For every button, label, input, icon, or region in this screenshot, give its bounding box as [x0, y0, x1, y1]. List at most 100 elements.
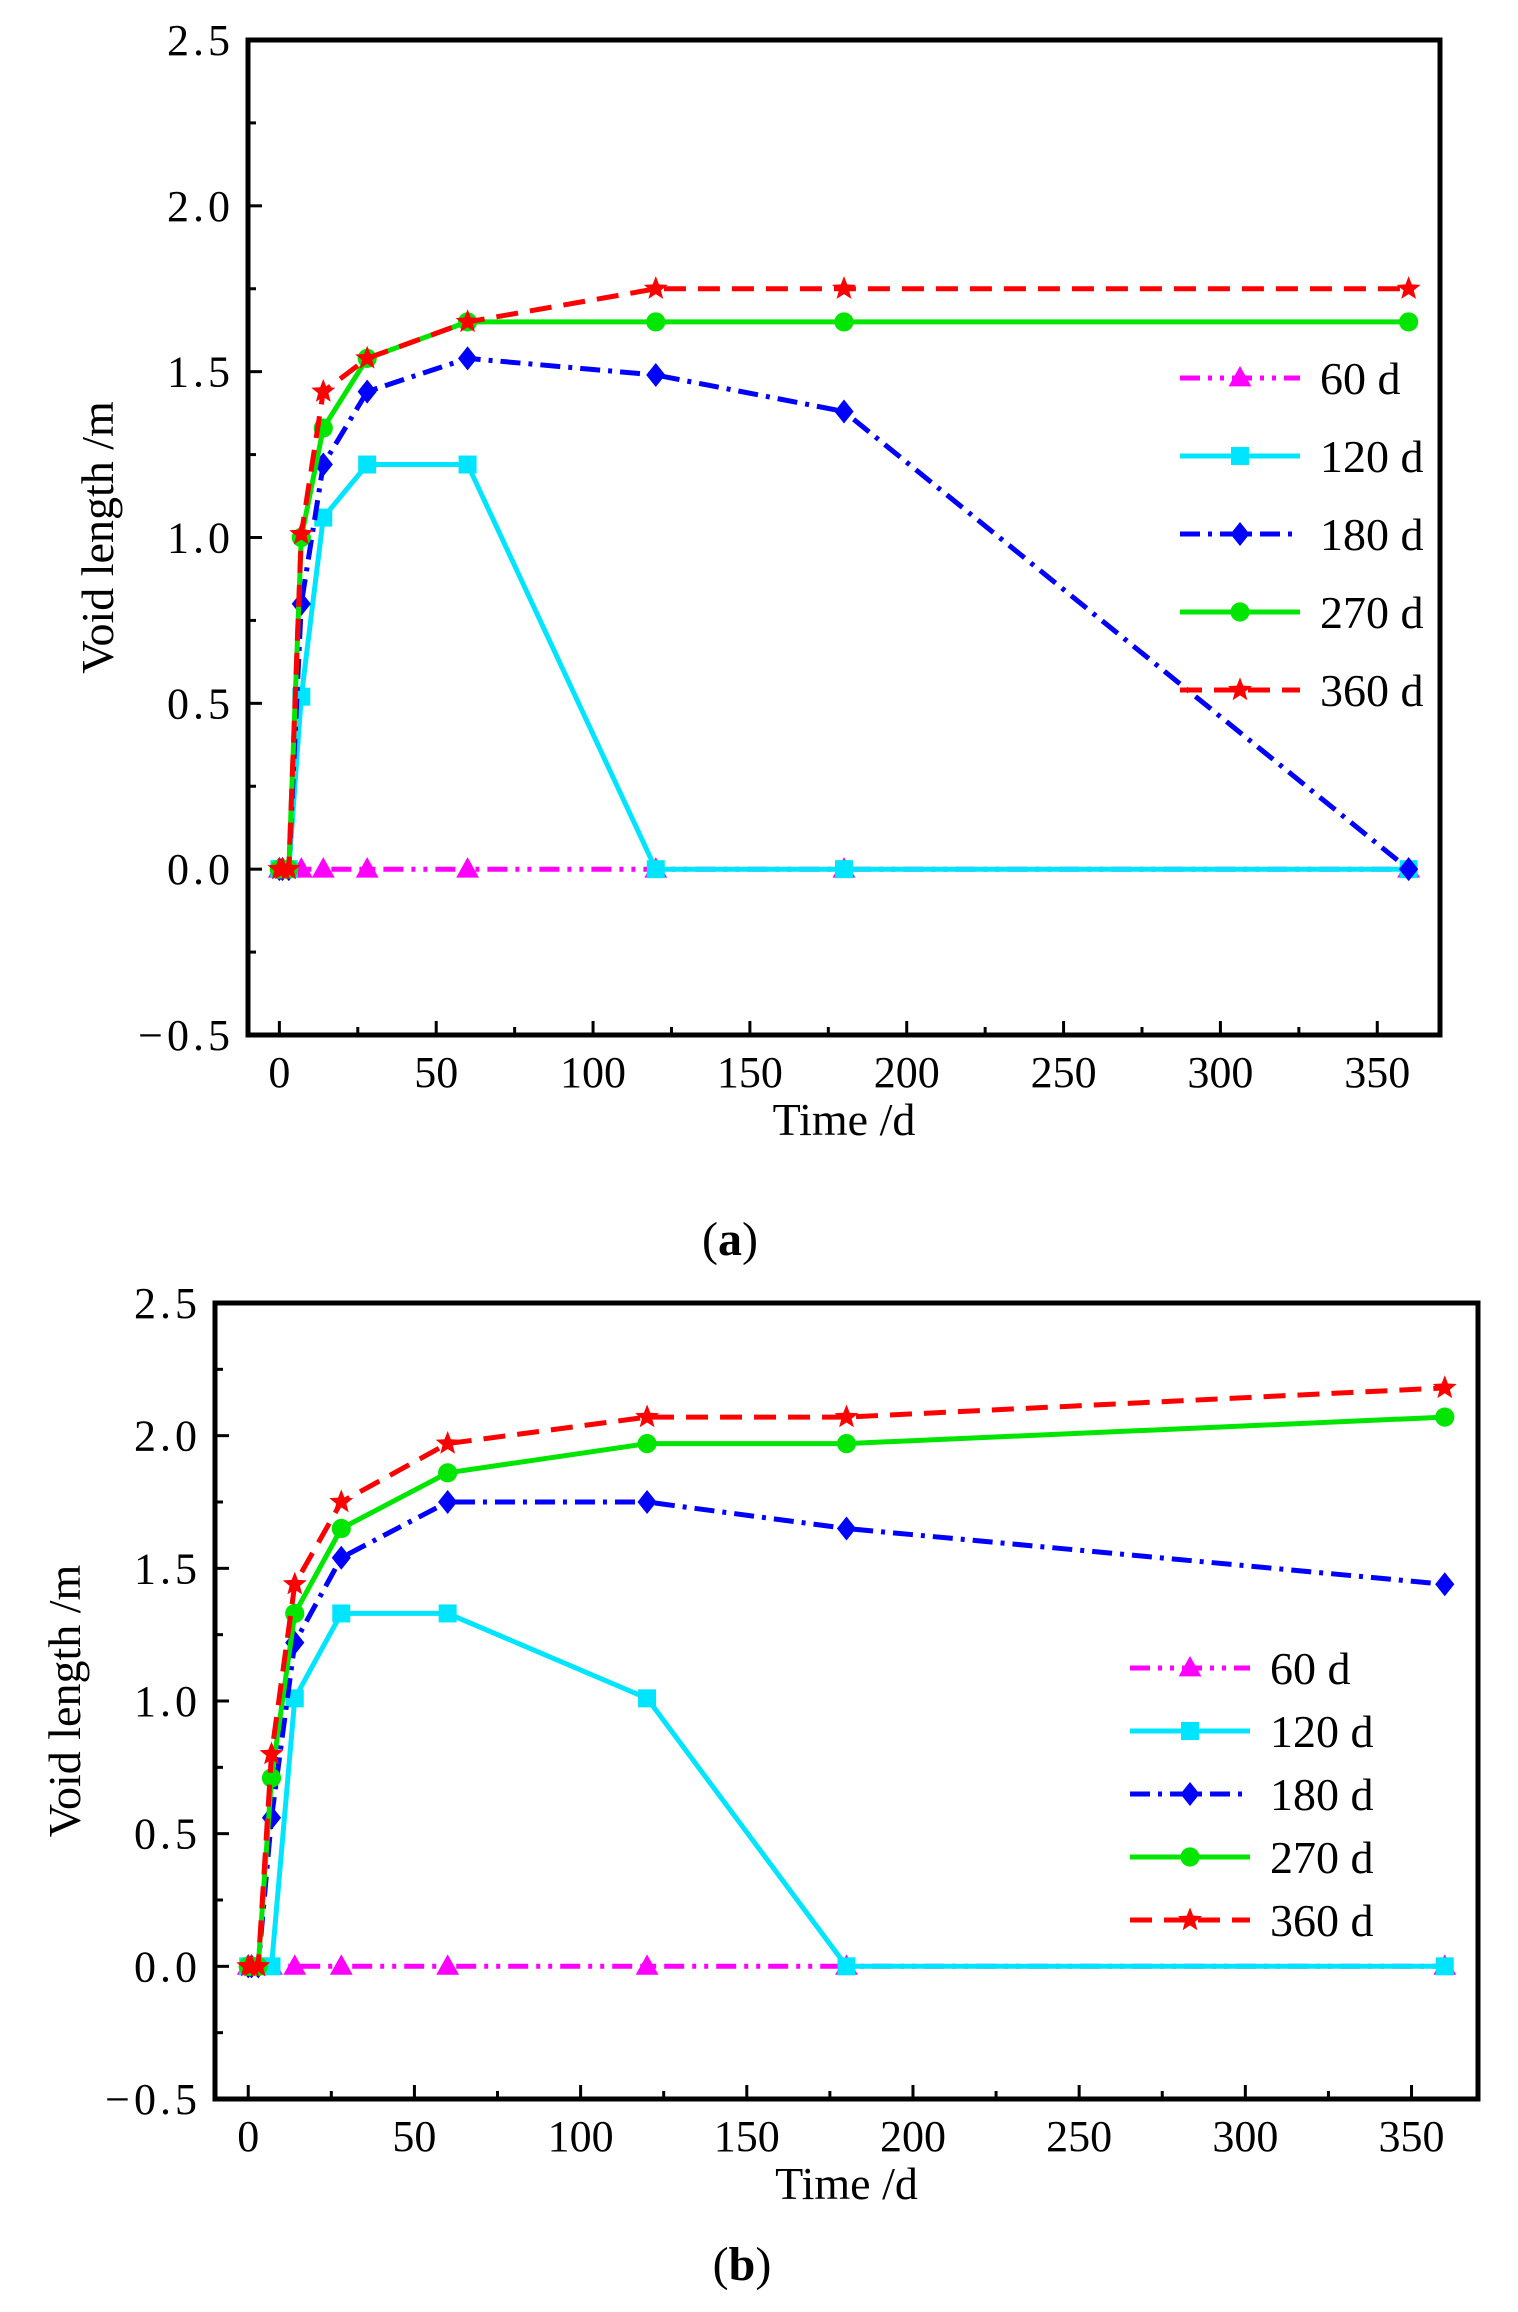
x-tick-label: 150	[714, 2112, 780, 2161]
x-tick-label: 350	[1379, 2112, 1445, 2161]
data-point	[836, 1516, 857, 1541]
y-tick-label: 0.0	[134, 1942, 201, 1991]
data-point	[314, 508, 333, 527]
data-point	[289, 521, 314, 545]
legend-marker	[1180, 1847, 1200, 1867]
legend-marker	[1178, 1907, 1202, 1931]
legend: 60 d 120 d 180 d 270 d 360 d	[1130, 1643, 1374, 1946]
legend-label: 360 d	[1270, 1895, 1374, 1946]
data-point	[835, 860, 853, 879]
x-tick-label: 200	[880, 2112, 946, 2161]
legend-marker	[1230, 522, 1250, 546]
y-axis-label: Void length /m	[72, 401, 123, 674]
data-point	[262, 1957, 281, 1976]
data-point	[832, 276, 856, 299]
data-point	[276, 856, 301, 880]
x-tick-label: 200	[874, 1048, 940, 1097]
x-tick-label: 150	[717, 1048, 783, 1097]
x-tick-label: 0	[268, 1048, 290, 1097]
legend-label: 270 d	[1270, 1832, 1374, 1883]
y-tick-label: 1.0	[134, 1677, 201, 1726]
data-point	[1435, 1407, 1455, 1427]
data-point	[355, 857, 379, 878]
data-point	[438, 1604, 457, 1623]
data-point	[1432, 1375, 1457, 1399]
data-point	[357, 379, 377, 404]
legend-label: 270 d	[1320, 587, 1424, 638]
legend-label: 120 d	[1270, 1706, 1374, 1757]
data-point	[311, 379, 336, 402]
data-point	[285, 1630, 305, 1655]
data-point	[458, 455, 477, 474]
x-tick-label: 0	[237, 2112, 259, 2161]
legend-label: 360 d	[1320, 665, 1424, 716]
legend-marker	[1231, 447, 1249, 465]
x-tick-label: 350	[1344, 1048, 1410, 1097]
data-point	[635, 1404, 660, 1428]
data-point	[456, 857, 479, 878]
y-tick-label: 2.5	[134, 1279, 201, 1328]
data-point	[435, 1431, 460, 1454]
data-point	[282, 1571, 307, 1595]
data-point	[438, 1463, 458, 1483]
data-point	[834, 399, 854, 424]
series-360-d	[236, 1375, 1457, 1977]
data-point	[646, 362, 666, 387]
y-tick-label: 1.5	[134, 1544, 201, 1593]
legend-label: 60 d	[1270, 1643, 1351, 1694]
x-axis-label: Time /d	[773, 1094, 916, 1145]
x-tick-label: 50	[392, 2112, 436, 2161]
x-tick-label: 250	[1031, 1048, 1097, 1097]
x-tick-label: 300	[1187, 1048, 1253, 1097]
data-point	[457, 346, 478, 371]
legend: 60 d 120 d 180 d 270 d 360 d	[1180, 353, 1424, 716]
legend-marker	[1178, 1656, 1202, 1677]
data-point	[834, 312, 854, 332]
y-axis-label: Void length /m	[39, 1564, 90, 1837]
x-tick-label: 50	[414, 1048, 458, 1097]
data-point	[635, 1954, 659, 1975]
y-tick-label: 0.0	[167, 845, 234, 894]
panel-b-chart: 0 50 100 150 200 250 300 350 2.5 2.0 1.5 1.0 0.5 0.0 −…	[39, 1279, 1481, 2209]
legend-label: 180 d	[1270, 1769, 1374, 1820]
panel-b-caption: (b)	[713, 2238, 772, 2291]
y-tick-label: −0.5	[138, 1011, 234, 1060]
y-tick-label: 0.5	[134, 1810, 201, 1859]
data-point	[837, 1957, 856, 1976]
data-point	[1435, 1572, 1455, 1597]
data-point	[332, 1604, 351, 1623]
y-tick-label: 0.5	[167, 679, 234, 728]
data-point	[643, 276, 668, 299]
data-point	[259, 1741, 284, 1765]
data-point	[638, 1689, 657, 1708]
panel-a-chart: 0 50 100 150 200 250 300 350 2.5 2.0 1.5 1.0 0.5 0.0 −…	[72, 16, 1443, 1145]
data-point	[311, 857, 335, 878]
data-point	[1435, 1957, 1454, 1976]
y-tick-label: 2.0	[167, 182, 234, 231]
legend-marker	[1228, 677, 1252, 701]
data-point	[834, 1404, 859, 1428]
x-tick-label: 100	[548, 2112, 614, 2161]
legend-label: 60 d	[1320, 353, 1401, 404]
data-point	[283, 1954, 307, 1975]
x-tick-label: 100	[560, 1048, 626, 1097]
data-point	[1396, 276, 1421, 299]
y-tick-label: 2.0	[134, 1412, 201, 1461]
y-tick-label: −0.5	[105, 2075, 201, 2124]
x-tick-label: 300	[1212, 2112, 1278, 2161]
data-point	[1399, 857, 1419, 882]
legend-marker	[1180, 1782, 1200, 1806]
data-point	[246, 1953, 271, 1977]
data-point	[646, 312, 666, 332]
data-point	[836, 1434, 857, 1454]
legend-label: 180 d	[1320, 509, 1424, 560]
series-360-d	[267, 276, 1421, 880]
data-point	[355, 345, 380, 369]
data-point	[646, 860, 665, 879]
data-point	[436, 1954, 460, 1975]
legend-label: 120 d	[1320, 431, 1424, 482]
legend-marker	[1228, 366, 1252, 387]
data-point	[329, 1954, 353, 1975]
